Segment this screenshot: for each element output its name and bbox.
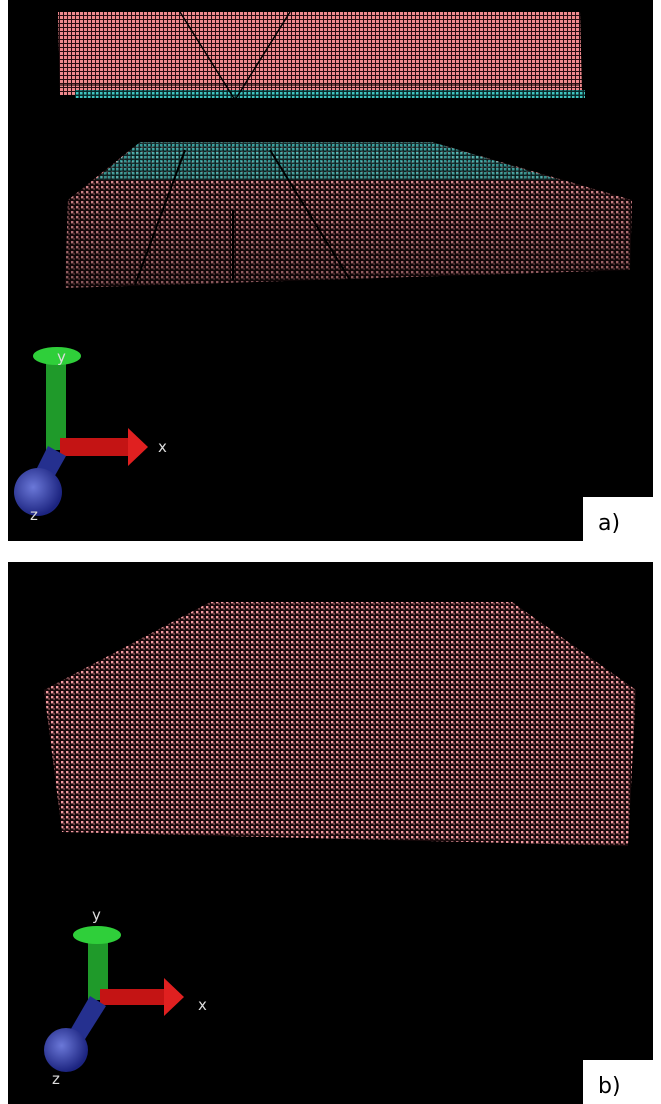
point-cloud: [58, 12, 582, 95]
y-arrow-head: [73, 926, 121, 944]
y-label: y: [92, 906, 101, 924]
z-arrow-head: [44, 1028, 88, 1072]
x-arrow: [100, 989, 168, 1005]
panel-a: y x z a): [8, 0, 655, 541]
x-label: x: [158, 438, 167, 456]
z-label: z: [30, 506, 38, 524]
figure: y x z a) y x z b): [0, 0, 661, 1104]
panel-label: b): [598, 1074, 621, 1099]
y-arrow: [46, 362, 66, 450]
x-arrow: [60, 438, 132, 456]
z-arrow-head: [14, 468, 62, 516]
panel-label: a): [598, 511, 620, 536]
page: y x z a) y x z b) (() => { const data = …: [0, 0, 661, 1104]
y-label: y: [57, 348, 66, 366]
panel-b: y x z b): [8, 562, 655, 1104]
x-label: x: [198, 996, 207, 1014]
point-cloud-layer: [75, 90, 585, 98]
z-label: z: [52, 1070, 60, 1088]
